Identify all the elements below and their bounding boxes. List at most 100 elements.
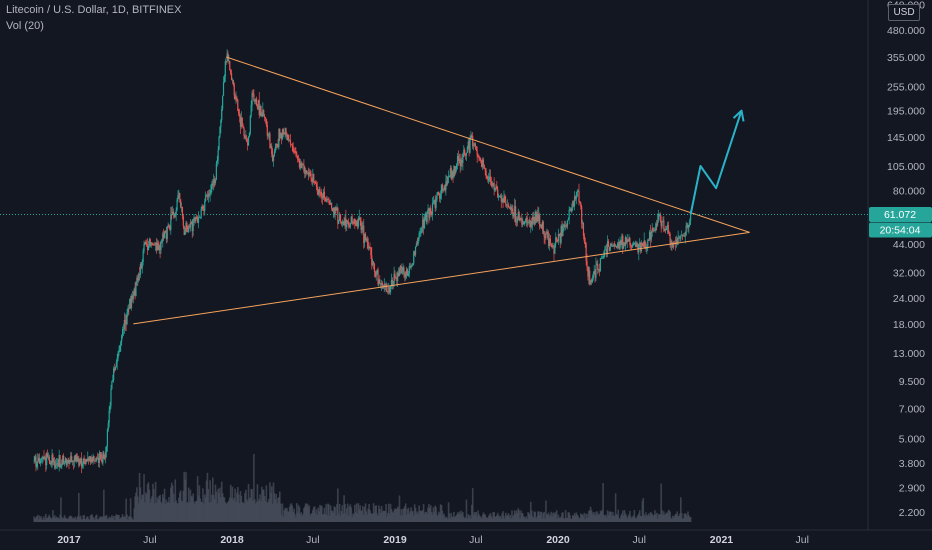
volume-bar <box>73 518 76 522</box>
volume-bar <box>684 513 687 522</box>
candle-body <box>71 456 73 462</box>
volume-bar <box>620 515 622 522</box>
candle-body <box>179 193 181 200</box>
candle-body <box>466 146 468 153</box>
lower-trendline[interactable] <box>133 231 750 325</box>
usd-currency-button[interactable]: USD <box>888 4 920 21</box>
candle-body <box>191 222 193 232</box>
symbol-title[interactable]: Litecoin / U.S. Dollar, 1D, BITFINEX <box>6 4 182 16</box>
candle-body <box>481 159 484 168</box>
candle-body <box>115 362 117 367</box>
candle-body <box>664 229 666 232</box>
volume-bar <box>93 517 95 522</box>
candle-body <box>126 312 128 325</box>
volume-bar <box>552 512 554 522</box>
candle-body <box>339 214 342 222</box>
candle-body <box>656 220 659 226</box>
volume-bar <box>163 488 166 522</box>
candle-body <box>562 230 564 236</box>
candle-body <box>367 242 369 248</box>
volume-bar <box>501 513 503 522</box>
candle-body <box>87 458 89 461</box>
candle-body <box>540 224 543 229</box>
candle-body <box>66 463 68 465</box>
price-axis[interactable]: 640.000480.000355.000255.000195.000145.0… <box>887 0 925 519</box>
volume-bar <box>380 506 383 522</box>
candle-body <box>258 100 260 115</box>
volume-indicator-label[interactable]: Vol (20) <box>6 20 44 32</box>
candle-body <box>452 171 454 178</box>
drawing-annotations[interactable] <box>133 56 750 325</box>
candle-body <box>494 187 496 190</box>
candle-body <box>447 176 449 184</box>
volume-bar <box>104 515 107 522</box>
volume-bar <box>260 501 262 522</box>
candle-body <box>643 240 645 247</box>
candle-body <box>544 236 546 238</box>
candle-body <box>568 210 570 220</box>
volume-bar <box>585 513 587 522</box>
candle-body <box>116 358 118 363</box>
candle-body <box>412 263 414 266</box>
candle-body <box>56 462 58 464</box>
volume-bar <box>476 516 478 522</box>
volume-bar <box>515 510 518 522</box>
candle-body <box>146 245 149 250</box>
volume-bar <box>385 504 387 522</box>
volume-bar <box>365 511 368 522</box>
projection-arrowhead[interactable] <box>732 109 745 122</box>
volume-bar <box>192 493 194 522</box>
volume-bar <box>493 511 495 522</box>
candle-body <box>676 239 678 243</box>
time-axis[interactable]: 2017 Jul 2018 Jul 2019 Jul 2020 Jul 2021 Jul <box>57 534 809 546</box>
volume-bar <box>404 503 407 522</box>
candle-body <box>144 242 146 245</box>
candle-body <box>42 456 44 458</box>
candle-body <box>619 240 621 249</box>
volume-bar <box>655 514 657 522</box>
candle-body <box>459 159 461 166</box>
candle-body <box>633 242 635 244</box>
volume-bar <box>622 515 625 522</box>
projection-arrow[interactable] <box>689 110 743 215</box>
candle-body <box>180 206 183 208</box>
volume-bar <box>112 515 115 522</box>
volume-bar <box>521 513 524 522</box>
volume-bar <box>78 517 81 522</box>
volume-bar <box>151 496 153 522</box>
candle-body <box>451 171 453 179</box>
candle-body <box>539 215 541 227</box>
volume-bar <box>661 510 663 522</box>
volume-bar <box>656 518 659 522</box>
volume-bar <box>169 502 171 522</box>
candles-series[interactable] <box>33 49 692 474</box>
candle-body <box>214 179 217 184</box>
volume-bar <box>563 518 565 522</box>
candle-body <box>344 218 346 225</box>
volume-bar <box>44 519 46 522</box>
candle-body <box>444 186 446 191</box>
candle-body <box>567 219 569 221</box>
candle-body <box>60 464 62 468</box>
volume-bar <box>535 518 537 522</box>
candle-body <box>658 213 660 215</box>
candle-body <box>464 155 467 156</box>
volume-bar <box>378 505 380 522</box>
volume-bar <box>660 483 662 522</box>
candle-body <box>488 176 490 181</box>
candle-body <box>244 136 246 138</box>
candle-body <box>155 242 157 246</box>
candle-body <box>245 137 247 139</box>
candle-body <box>411 265 413 267</box>
upper-trendline[interactable] <box>226 56 750 233</box>
candle-body <box>268 133 270 135</box>
volume-bar <box>475 511 478 522</box>
volume-bar <box>278 491 281 522</box>
candle-body <box>267 134 269 136</box>
volume-bar <box>243 503 245 522</box>
candle-body <box>481 160 483 168</box>
candle-body <box>598 269 600 270</box>
volume-bar <box>574 515 577 522</box>
candle-body <box>353 218 355 224</box>
